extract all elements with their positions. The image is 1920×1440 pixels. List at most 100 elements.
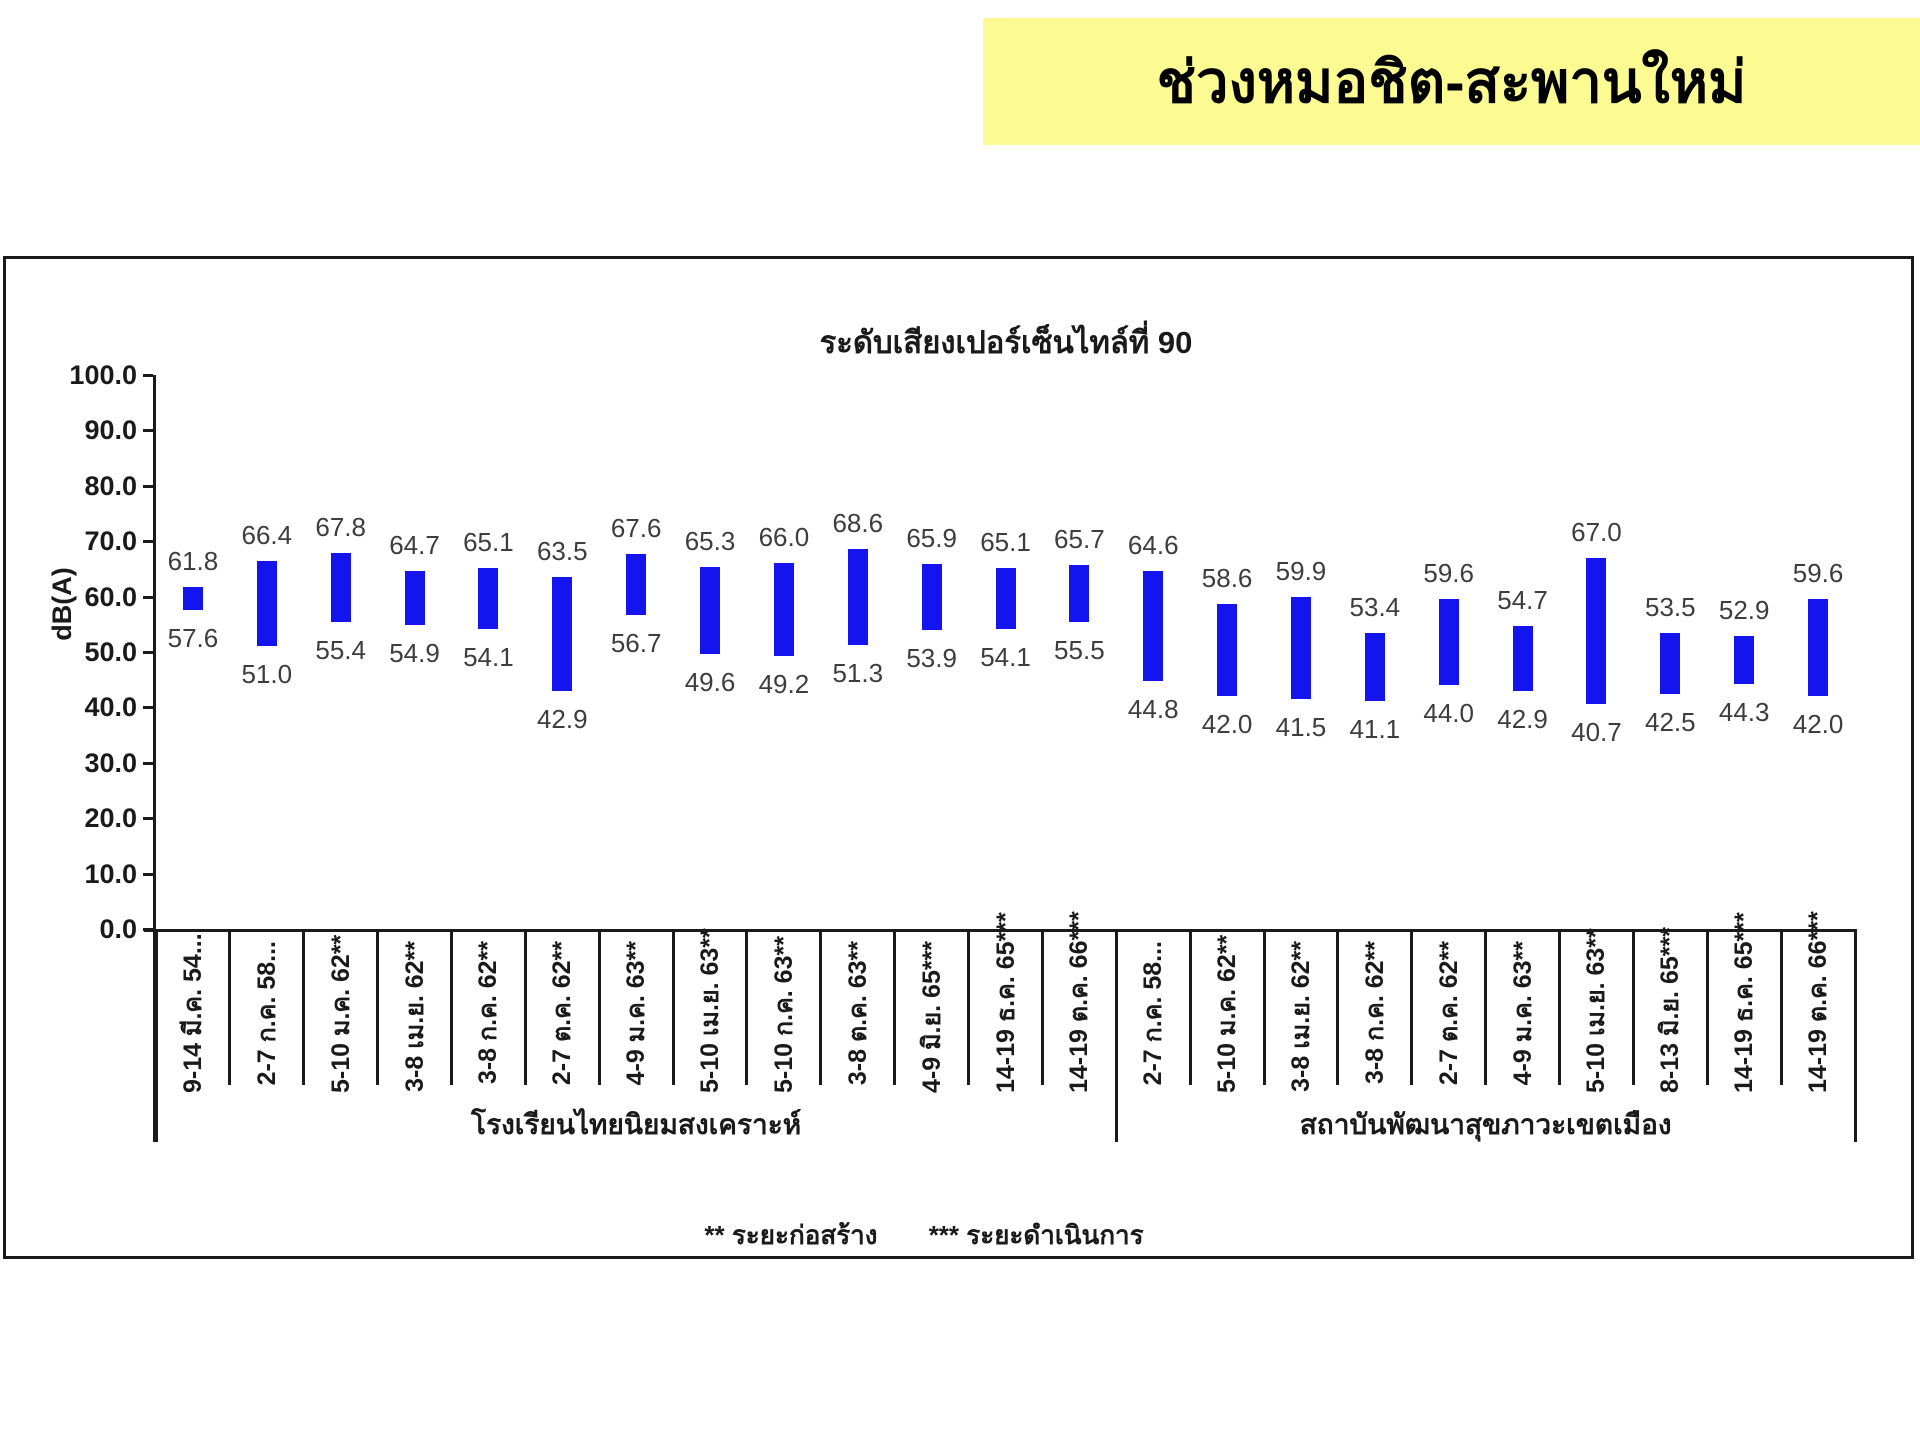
bar-max-label: 65.1 [463, 527, 514, 558]
bar-min-label: 44.0 [1423, 698, 1474, 729]
bar-min-label: 42.9 [1497, 704, 1548, 735]
bar-max-label: 59.6 [1792, 557, 1844, 588]
bar-max-label: 64.6 [1127, 530, 1179, 561]
x-axis-line [144, 929, 1855, 932]
range-bar [1290, 597, 1311, 700]
category-separator [523, 929, 527, 1085]
bar-min-label: 51.0 [241, 659, 293, 690]
range-bar [552, 577, 573, 692]
category-label: 14-19 ต.ค. 66*** [1804, 911, 1833, 1093]
group-divider [154, 929, 158, 1142]
range-bar [256, 561, 277, 647]
range-bar [478, 568, 499, 630]
category-separator [1188, 929, 1192, 1085]
bar-min-label: 51.3 [832, 657, 884, 688]
bar-min-label: 54.1 [463, 642, 514, 673]
group-divider [1114, 929, 1118, 1142]
category-label: 3-8 เม.ย. 62** [400, 941, 429, 1092]
bar-max-label: 67.8 [315, 512, 366, 543]
range-bar [1143, 571, 1164, 681]
category-label: 3-8 ก.ค. 62** [474, 941, 503, 1085]
section-banner: ช่วงหมอชิต-สะพานใหม่ [983, 18, 1920, 145]
range-bar [921, 563, 942, 631]
category-label: 14-19 ธ.ค. 65*** [991, 912, 1020, 1093]
category-separator [1262, 929, 1266, 1085]
category-separator [1484, 929, 1488, 1085]
bar-min-label: 41.5 [1275, 712, 1327, 743]
bar-min-label: 54.9 [389, 637, 440, 668]
bar-max-label: 67.6 [610, 513, 662, 544]
category-label: 9-14 มี.ค. 54... [178, 933, 207, 1093]
category-label: 14-19 ต.ค. 66*** [1065, 911, 1094, 1093]
category-separator [745, 929, 749, 1085]
group-label: โรงเรียนไทยนิยมสงเคราะห์ [471, 1109, 802, 1140]
y-tick-label: 80.0 [84, 470, 137, 501]
range-bar [847, 548, 868, 645]
y-tick [143, 872, 153, 876]
bar-max-label: 59.9 [1275, 556, 1327, 587]
category-label: 5-10 ม.ค. 62** [326, 934, 355, 1093]
bar-max-label: 68.6 [832, 507, 884, 538]
category-separator [1631, 929, 1635, 1085]
range-bar [1660, 632, 1681, 694]
category-separator [597, 929, 601, 1085]
y-tick [143, 928, 153, 931]
range-bar [404, 570, 425, 625]
bar-max-label: 63.5 [536, 536, 588, 567]
category-label: 4-9 ม.ค. 63** [622, 941, 651, 1086]
category-separator [1410, 929, 1414, 1085]
bar-min-label: 42.5 [1645, 706, 1696, 737]
y-tick-label: 100.0 [69, 360, 137, 390]
range-bar [1438, 598, 1459, 686]
category-separator [1040, 929, 1044, 1085]
bar-min-label: 41.1 [1349, 714, 1401, 745]
range-bar [1586, 557, 1607, 704]
category-separator [671, 929, 675, 1085]
bar-min-label: 42.0 [1792, 709, 1844, 740]
y-tick-label: 40.0 [84, 692, 137, 723]
banner-title: ช่วงหมอชิต-สะพานใหม่ [1156, 50, 1747, 115]
bar-min-label: 53.9 [906, 643, 957, 674]
category-label: 3-8 ต.ค. 63** [843, 941, 872, 1086]
y-tick [143, 817, 153, 821]
bar-min-label: 49.2 [758, 669, 810, 700]
bar-max-label: 58.6 [1201, 563, 1253, 594]
range-bar [1364, 633, 1385, 702]
range-bar [773, 563, 794, 657]
chart-container: ระดับเสียงเปอร์เซ็นไทล์ที่ 90 dB(A) ** ร… [3, 256, 1914, 1259]
category-label: 3-8 ก.ค. 62** [1360, 941, 1389, 1085]
bar-min-label: 40.7 [1571, 716, 1622, 747]
category-separator [893, 929, 897, 1085]
range-bar [995, 568, 1016, 630]
bar-min-label: 42.9 [536, 704, 588, 735]
bar-min-label: 55.4 [315, 635, 366, 666]
category-separator [228, 929, 232, 1085]
category-separator [1558, 929, 1562, 1085]
y-tick-label: 0.0 [99, 914, 137, 944]
y-tick [143, 484, 153, 488]
y-tick-label: 20.0 [84, 803, 137, 834]
group-divider [1853, 929, 1857, 1142]
bar-max-label: 64.7 [389, 529, 440, 560]
category-separator [819, 929, 823, 1085]
footnote-construction: ** ระยะก่อสร้าง [704, 1220, 878, 1250]
bar-max-label: 59.6 [1423, 557, 1474, 588]
category-label: 2-7 ต.ค. 62** [1434, 941, 1463, 1086]
range-bar [330, 553, 351, 623]
category-label: 8-13 มิ.ย. 65*** [1656, 927, 1685, 1093]
bar-min-label: 57.6 [167, 622, 219, 653]
category-label: 2-7 ก.ค. 58... [252, 941, 281, 1086]
y-tick [143, 706, 153, 710]
range-bar [626, 554, 647, 615]
y-tick [143, 651, 153, 654]
category-label: 5-10 ก.ค. 63** [769, 936, 798, 1093]
bar-min-label: 55.5 [1054, 634, 1105, 665]
bar-max-label: 65.7 [1054, 524, 1105, 555]
y-tick [143, 429, 153, 433]
category-separator [967, 929, 971, 1085]
bar-min-label: 49.6 [684, 667, 736, 698]
category-label: 2-7 ก.ค. 58... [1139, 941, 1168, 1086]
category-separator [1336, 929, 1340, 1085]
category-separator [1705, 929, 1709, 1085]
